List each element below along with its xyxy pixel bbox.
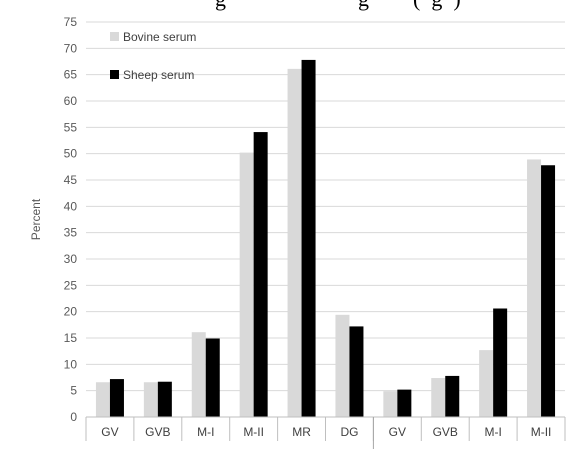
bar-sheep-serum <box>541 165 556 417</box>
x-tick-label: GVB <box>433 425 458 439</box>
legend-swatch <box>110 32 119 41</box>
bar-bovine-serum <box>479 350 494 417</box>
chart-title: g g ( g ) <box>215 0 461 11</box>
bar-bovine-serum <box>431 378 446 417</box>
bar-bovine-serum <box>335 314 350 417</box>
x-tick-label: M-II <box>531 425 552 439</box>
y-tick-label: 50 <box>64 147 78 161</box>
bar-bovine-serum <box>191 332 206 417</box>
bar-bovine-serum <box>95 382 110 417</box>
bar-bovine-serum <box>383 391 398 417</box>
y-tick-label: 10 <box>64 357 78 371</box>
y-tick-label: 65 <box>64 68 78 82</box>
bar-sheep-serum <box>157 381 172 417</box>
y-axis-title: Percent <box>29 198 43 240</box>
y-tick-label: 15 <box>64 331 78 345</box>
bar-sheep-serum <box>349 326 364 417</box>
y-tick-label: 5 <box>70 384 77 398</box>
x-tick-label: GVB <box>145 425 170 439</box>
x-tick-label: GV <box>101 425 118 439</box>
legend: Bovine serum Sheep serum <box>110 30 196 82</box>
legend-label: Bovine serum <box>123 30 196 44</box>
x-tick-label: M-I <box>484 425 501 439</box>
y-tick-label: 55 <box>64 120 78 134</box>
y-tick-label: 60 <box>64 94 78 108</box>
gridlines <box>86 21 565 418</box>
bars <box>95 59 556 418</box>
bar-sheep-serum <box>493 308 508 417</box>
bar-bovine-serum <box>239 152 254 417</box>
axes: 0 5 10 15 20 25 30 35 40 45 50 55 60 65 70 75 GV GVB M-I M-… <box>64 15 566 449</box>
y-tick-label: 20 <box>64 305 78 319</box>
y-tick-label: 30 <box>64 252 78 266</box>
bar-bovine-serum <box>527 159 542 417</box>
bar-sheep-serum <box>109 379 124 417</box>
bar-sheep-serum <box>253 132 268 417</box>
bar-sheep-serum <box>445 375 460 417</box>
y-tick-label: 40 <box>64 199 78 213</box>
bar-bovine-serum <box>143 382 158 417</box>
legend-swatch <box>110 70 119 79</box>
x-tick-label: M-II <box>243 425 264 439</box>
chart-title-layer: g g ( g ) <box>215 0 461 11</box>
y-tick-label: 75 <box>64 15 78 29</box>
y-tick-label: 35 <box>64 226 78 240</box>
bar-sheep-serum <box>301 59 316 418</box>
x-tick-label: MR <box>292 425 311 439</box>
legend-label: Sheep serum <box>123 68 194 82</box>
bar-sheep-serum <box>205 338 220 417</box>
x-tick-label: DG <box>340 425 358 439</box>
x-tick-label: M-I <box>197 425 214 439</box>
y-tick-label: 0 <box>70 410 77 424</box>
y-tick-label: 45 <box>64 173 78 187</box>
x-tick-label: GV <box>389 425 406 439</box>
y-tick-label: 70 <box>64 41 78 55</box>
bar-bovine-serum <box>287 68 302 417</box>
bar-sheep-serum <box>397 389 412 417</box>
y-tick-label: 25 <box>64 278 78 292</box>
